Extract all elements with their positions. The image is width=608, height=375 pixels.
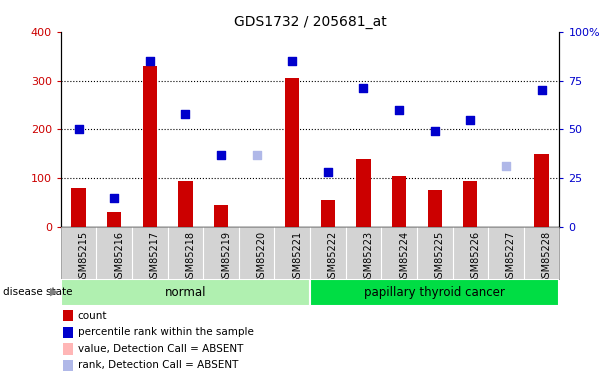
Bar [310, 279, 559, 306]
Text: GSM85217: GSM85217 [150, 231, 160, 284]
Text: ▶: ▶ [50, 287, 59, 297]
Title: GDS1732 / 205681_at: GDS1732 / 205681_at [233, 15, 387, 30]
Text: GSM85227: GSM85227 [506, 231, 516, 284]
Text: percentile rank within the sample: percentile rank within the sample [78, 327, 254, 337]
Text: GSM85221: GSM85221 [292, 231, 302, 284]
Point [288, 58, 297, 64]
Text: value, Detection Call = ABSENT: value, Detection Call = ABSENT [78, 344, 243, 354]
Point [252, 152, 261, 158]
Text: GSM85218: GSM85218 [185, 231, 195, 284]
Bar [63, 327, 72, 338]
Bar [61, 279, 310, 306]
Point [466, 117, 475, 123]
Bar [463, 181, 477, 227]
Text: GSM85222: GSM85222 [328, 231, 338, 284]
Bar [63, 343, 72, 355]
Bar [356, 159, 371, 227]
Text: disease state: disease state [3, 287, 72, 297]
Text: GSM85215: GSM85215 [78, 231, 89, 284]
Text: GSM85226: GSM85226 [471, 231, 480, 284]
Text: normal: normal [165, 286, 206, 299]
Text: GSM85219: GSM85219 [221, 231, 231, 284]
Text: GSM85224: GSM85224 [399, 231, 409, 284]
Text: count: count [78, 311, 107, 321]
Point [323, 169, 333, 175]
Point [359, 86, 368, 92]
Point [501, 164, 511, 170]
Bar [285, 78, 299, 227]
Bar [321, 200, 335, 227]
Bar [63, 360, 72, 371]
Point [216, 152, 226, 158]
Bar [143, 66, 157, 227]
Bar [63, 310, 72, 321]
Text: rank, Detection Call = ABSENT: rank, Detection Call = ABSENT [78, 360, 238, 370]
Point [394, 107, 404, 113]
Bar [107, 212, 122, 227]
Bar [178, 181, 193, 227]
Text: papillary thyroid cancer: papillary thyroid cancer [364, 286, 505, 299]
Point [537, 87, 547, 93]
Text: GSM85216: GSM85216 [114, 231, 124, 284]
Text: GSM85225: GSM85225 [435, 231, 444, 284]
Point [430, 128, 440, 134]
Text: GSM85223: GSM85223 [364, 231, 373, 284]
Point [181, 111, 190, 117]
Bar [214, 205, 228, 227]
Bar [392, 176, 406, 227]
Point [74, 126, 83, 132]
Text: GSM85228: GSM85228 [542, 231, 551, 284]
Bar [72, 188, 86, 227]
Bar [427, 190, 442, 227]
Point [109, 195, 119, 201]
Bar [534, 154, 548, 227]
Point [145, 58, 154, 64]
Text: GSM85220: GSM85220 [257, 231, 267, 284]
